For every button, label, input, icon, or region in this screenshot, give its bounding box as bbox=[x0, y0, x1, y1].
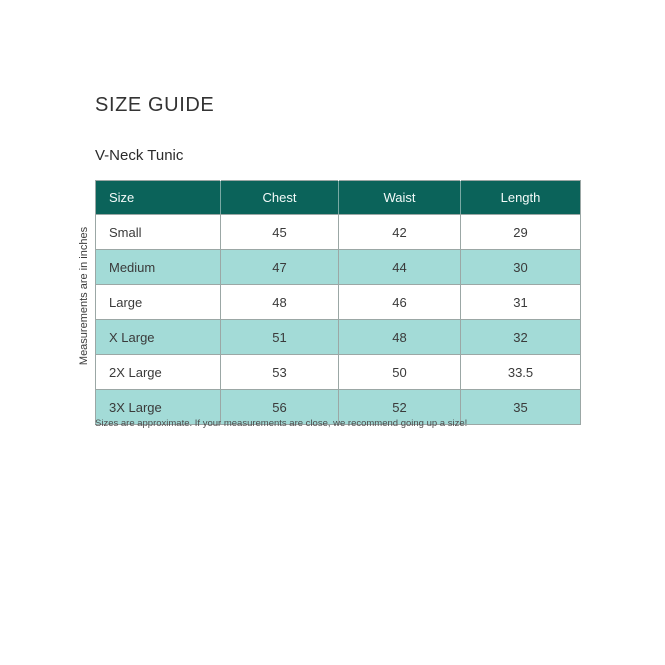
size-cell: X Large bbox=[95, 319, 221, 355]
length-cell: 33.5 bbox=[460, 354, 581, 390]
length-cell: 32 bbox=[460, 319, 581, 355]
chest-cell: 51 bbox=[220, 319, 339, 355]
product-name: V-Neck Tunic bbox=[95, 147, 184, 164]
table-row: 2X Large 53 50 33.5 bbox=[95, 354, 581, 390]
waist-cell: 42 bbox=[338, 214, 461, 250]
column-header-length: Length bbox=[460, 180, 581, 215]
chest-cell: 47 bbox=[220, 249, 339, 285]
chest-cell: 53 bbox=[220, 354, 339, 390]
chest-cell: 45 bbox=[220, 214, 339, 250]
table-row: X Large 51 48 32 bbox=[95, 319, 581, 355]
size-cell: Small bbox=[95, 214, 221, 250]
footnote: Sizes are approximate. If your measureme… bbox=[95, 418, 468, 429]
size-cell: 2X Large bbox=[95, 354, 221, 390]
chest-cell: 56 bbox=[220, 389, 339, 425]
waist-cell: 46 bbox=[338, 284, 461, 320]
column-header-chest: Chest bbox=[220, 180, 339, 215]
page-title: SIZE GUIDE bbox=[95, 94, 215, 116]
waist-cell: 50 bbox=[338, 354, 461, 390]
table-row: Large 48 46 31 bbox=[95, 284, 581, 320]
length-cell: 35 bbox=[460, 389, 581, 425]
table-row: 3X Large 56 52 35 bbox=[95, 389, 581, 425]
chest-cell: 48 bbox=[220, 284, 339, 320]
length-cell: 31 bbox=[460, 284, 581, 320]
table-row: Medium 47 44 30 bbox=[95, 249, 581, 285]
waist-cell: 48 bbox=[338, 319, 461, 355]
table-header-row: Size Chest Waist Length bbox=[95, 180, 581, 215]
length-cell: 30 bbox=[460, 249, 581, 285]
waist-cell: 44 bbox=[338, 249, 461, 285]
size-cell: Large bbox=[95, 284, 221, 320]
size-cell: Medium bbox=[95, 249, 221, 285]
table-row: Small 45 42 29 bbox=[95, 214, 581, 250]
column-header-size: Size bbox=[95, 180, 221, 215]
size-cell: 3X Large bbox=[95, 389, 221, 425]
waist-cell: 52 bbox=[338, 389, 461, 425]
length-cell: 29 bbox=[460, 214, 581, 250]
measurements-unit-note: Measurements are in inches bbox=[78, 226, 90, 366]
size-guide-table: Size Chest Waist Length Small 45 42 29 M… bbox=[95, 180, 581, 425]
column-header-waist: Waist bbox=[338, 180, 461, 215]
